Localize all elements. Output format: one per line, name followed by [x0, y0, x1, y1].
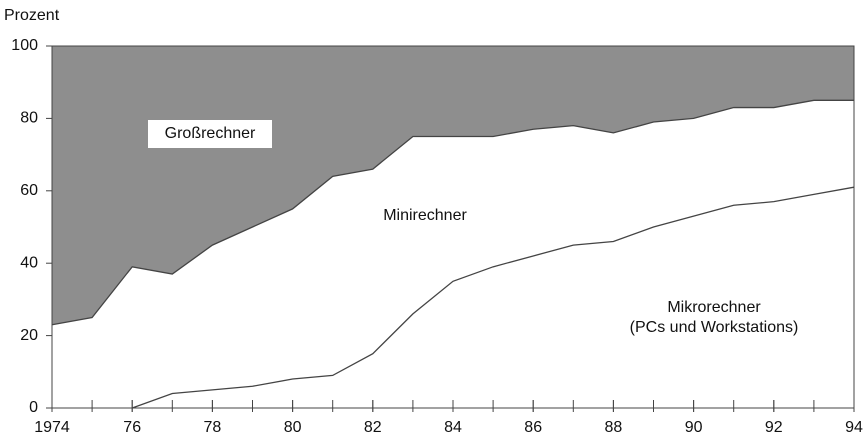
x-tick-label: 76 [123, 419, 141, 436]
y-axis-label: Prozent [4, 7, 60, 24]
series-label: Mikrorechner (PCs und Workstations) [630, 299, 799, 336]
x-tick-label: 92 [765, 419, 783, 436]
x-tick-label: 86 [524, 419, 542, 436]
series-label: Minirechner [383, 207, 467, 224]
y-tick-label: 40 [20, 254, 38, 271]
x-tick-label: 80 [284, 419, 302, 436]
y-tick-label: 80 [20, 110, 38, 127]
x-tick-label: 90 [685, 419, 703, 436]
x-tick-label: 84 [444, 419, 462, 436]
x-tick-label: 1974 [34, 419, 70, 436]
y-tick-label: 0 [29, 399, 38, 416]
area-line [51, 99, 854, 326]
label-box [148, 120, 272, 148]
x-tick-label: 78 [204, 419, 222, 436]
x-tick-label: 88 [605, 419, 623, 436]
series-label: Großrechner [165, 125, 256, 142]
y-tick-label: 20 [20, 327, 38, 344]
y-tick-label: 60 [20, 182, 38, 199]
area-line [131, 186, 855, 409]
y-tick-label: 100 [11, 37, 38, 54]
area [132, 187, 854, 408]
x-tick-label: 82 [364, 419, 382, 436]
x-tick-label: 94 [845, 419, 863, 436]
area [52, 100, 854, 409]
area [52, 46, 854, 325]
